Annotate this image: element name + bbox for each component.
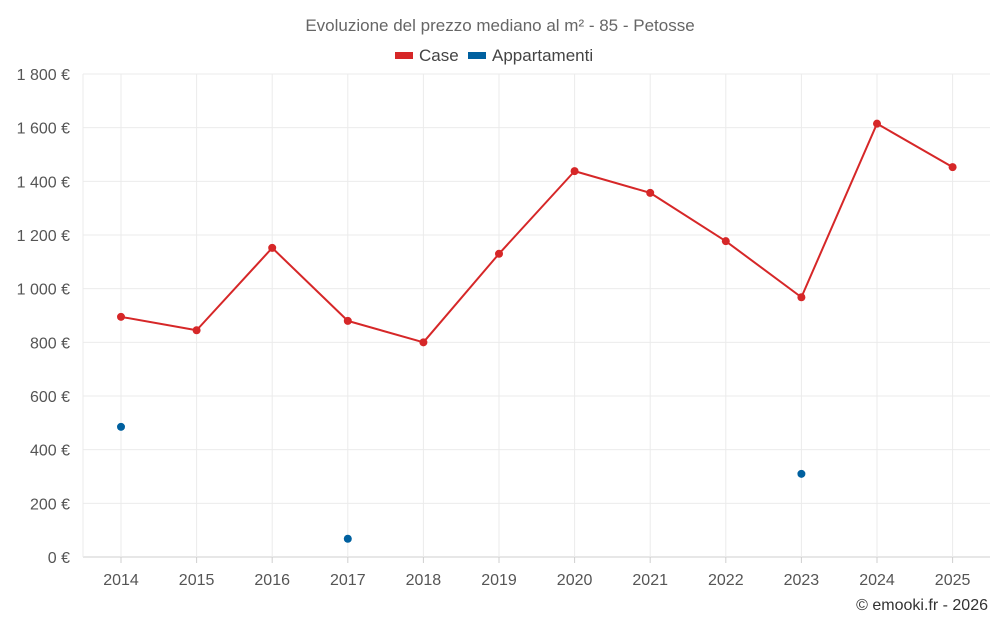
x-tick-label: 2014 [103, 572, 139, 589]
data-point-case[interactable] [192, 326, 201, 335]
legend-swatch-case[interactable] [395, 52, 413, 59]
x-tick-label: 2024 [859, 572, 895, 589]
x-axis: 2014 2015 2016 2017 2018 2019 2020 2021 2022 2023… [103, 557, 970, 589]
x-tick-label: 2016 [254, 572, 290, 589]
chart-title: Evoluzione del prezzo mediano al m² - 85… [305, 16, 694, 35]
x-tick-label: 2022 [708, 572, 744, 589]
grid [82, 73, 990, 558]
series-line-case [120, 122, 954, 344]
y-tick-label: 400 € [30, 443, 70, 460]
x-tick-label: 2019 [481, 572, 517, 589]
data-point-case[interactable] [268, 243, 277, 252]
x-tick-label: 2020 [557, 572, 593, 589]
legend-swatch-appartamenti[interactable] [468, 52, 486, 59]
legend[interactable]: Case Appartamenti [395, 46, 593, 65]
x-tick-label: 2017 [330, 572, 366, 589]
y-tick-label: 1 200 € [17, 228, 70, 245]
y-tick-label: 800 € [30, 335, 70, 352]
y-axis: 0 € 200 € 400 € 600 € 800 € 1 000 € 1 200 € 1 4… [17, 67, 70, 567]
series [117, 119, 957, 543]
data-point-case[interactable] [873, 119, 881, 128]
data-point-case[interactable] [117, 312, 125, 321]
data-point-appartamenti[interactable] [343, 534, 352, 543]
data-point-case[interactable] [570, 167, 579, 176]
data-point-case[interactable] [721, 237, 730, 246]
x-tick-label: 2023 [784, 572, 820, 589]
y-tick-label: 600 € [30, 389, 70, 406]
y-tick-label: 0 € [48, 550, 70, 567]
credit-text: © emooki.fr - 2026 [856, 597, 988, 614]
y-tick-label: 1 400 € [17, 174, 70, 191]
x-tick-label: 2018 [406, 572, 442, 589]
x-tick-label: 2021 [632, 572, 668, 589]
y-tick-label: 1 800 € [17, 67, 70, 84]
x-tick-label: 2015 [179, 572, 215, 589]
data-point-case[interactable] [797, 293, 806, 302]
data-point-case[interactable] [419, 338, 428, 347]
y-tick-label: 200 € [30, 496, 70, 513]
data-point-appartamenti[interactable] [797, 469, 806, 478]
data-point-case[interactable] [646, 188, 655, 197]
y-tick-label: 1 600 € [17, 121, 70, 138]
data-point-case[interactable] [495, 249, 503, 258]
legend-label-case[interactable]: Case [419, 46, 459, 65]
data-point-case[interactable] [343, 316, 352, 325]
data-point-appartamenti[interactable] [117, 422, 125, 431]
y-tick-label: 1 000 € [17, 282, 70, 299]
legend-label-appartamenti[interactable]: Appartamenti [492, 46, 593, 65]
data-point-case[interactable] [948, 163, 957, 172]
x-tick-label: 2025 [935, 572, 971, 589]
